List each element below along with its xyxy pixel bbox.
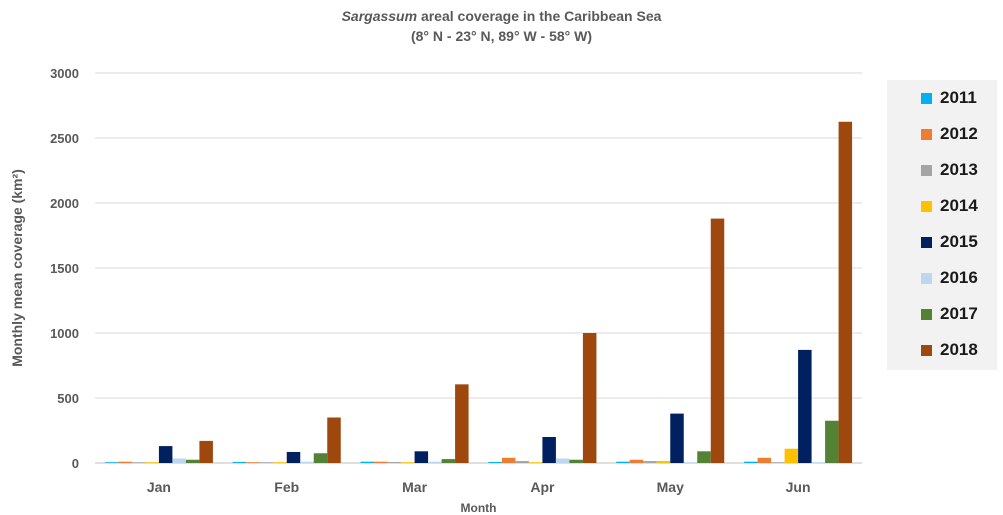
x-axis-title: Month <box>461 501 497 515</box>
y-tick-label: 500 <box>57 391 79 406</box>
bar-2012-may <box>629 459 644 463</box>
legend-item-2012: 2012 <box>887 124 978 144</box>
legend-swatch <box>921 344 932 356</box>
bar-2018-apr <box>582 333 597 463</box>
bar-2018-mar <box>455 384 469 463</box>
y-tick-label: 2500 <box>50 131 79 146</box>
legend-item-2014: 2014 <box>887 196 978 216</box>
bar-2013-jan <box>131 462 146 463</box>
x-tick-label: Jan <box>147 479 171 495</box>
bar-2011-feb <box>232 461 247 463</box>
legend-swatch <box>921 308 932 320</box>
legend: 2011 2012 2013 2014 2015 2016 2017 2018 <box>887 80 997 370</box>
legend-swatch <box>921 128 932 140</box>
bar-2012-mar <box>374 461 388 463</box>
bar-2012-feb <box>246 462 260 463</box>
bar-2011-jun <box>744 461 758 463</box>
bar-2012-jan <box>118 461 132 463</box>
y-tick-label: 1500 <box>50 261 79 276</box>
legend-item-2013: 2013 <box>887 160 978 180</box>
chart-title-rest: areal coverage in the Caribbean Sea <box>417 8 662 24</box>
bar-2011-may <box>616 461 630 463</box>
bar-2015-feb <box>286 451 301 463</box>
y-tick-label: 0 <box>72 456 79 471</box>
x-tick-label: May <box>657 479 684 495</box>
bar-2016-feb <box>300 461 314 463</box>
bar-2017-mar <box>441 459 456 463</box>
legend-swatch <box>921 200 932 212</box>
bar-2013-apr <box>515 461 529 463</box>
bar-2014-jan <box>145 462 159 463</box>
bar-2017-jan <box>185 459 200 463</box>
x-tick-label: Feb <box>274 479 299 495</box>
bar-2015-mar <box>414 451 429 463</box>
bar-2015-may <box>670 413 684 463</box>
bar-2011-apr <box>488 461 502 463</box>
legend-label: 2015 <box>940 232 978 251</box>
bar-2014-jun <box>784 448 799 463</box>
legend-item-2017: 2017 <box>887 304 978 324</box>
bar-2018-jun <box>838 121 853 463</box>
bar-2016-jan <box>172 458 186 463</box>
bar-2018-may <box>710 218 725 463</box>
legend-item-2011: 2011 <box>887 88 977 108</box>
y-tick-label: 3000 <box>50 66 79 81</box>
bar-2016-may <box>683 462 698 463</box>
bar-2014-may <box>656 461 671 463</box>
bar-2017-may <box>697 451 711 463</box>
bar-2011-mar <box>360 461 375 463</box>
bar-2014-mar <box>401 462 415 463</box>
bar-2015-jun <box>798 349 812 463</box>
chart-title: Sargassum areal coverage in the Caribbea… <box>0 8 1003 24</box>
chart-title-italic: Sargassum <box>341 8 418 24</box>
legend-swatch <box>921 272 932 284</box>
x-tick-label: Jun <box>786 479 811 495</box>
bar-2018-feb <box>327 417 341 463</box>
legend-swatch <box>921 236 932 248</box>
y-tick-label: 1000 <box>50 326 79 341</box>
bar-2013-jun <box>771 462 785 463</box>
legend-swatch <box>921 164 932 176</box>
legend-item-2015: 2015 <box>887 232 978 252</box>
bar-2012-apr <box>501 457 516 463</box>
bar-2013-mar <box>387 461 402 463</box>
legend-label: 2013 <box>940 160 978 179</box>
bar-2017-feb <box>313 453 328 463</box>
bar-2015-apr <box>542 437 556 463</box>
legend-item-2018: 2018 <box>887 340 978 360</box>
legend-label: 2018 <box>940 340 978 359</box>
legend-label: 2014 <box>940 196 978 215</box>
bar-2016-jun <box>811 462 826 463</box>
bar-2017-jun <box>825 420 839 463</box>
legend-label: 2016 <box>940 268 978 287</box>
chart-subtitle: (8° N - 23° N, 89° W - 58° W) <box>410 28 593 44</box>
x-tick-label: Mar <box>402 479 427 495</box>
bar-2018-jan <box>199 440 213 463</box>
bar-2016-mar <box>428 461 442 463</box>
legend-label: 2012 <box>940 124 978 143</box>
bar-2011-jan <box>104 462 119 463</box>
legend-label: 2017 <box>940 304 978 323</box>
bar-2017-apr <box>569 459 583 463</box>
bar-2013-may <box>643 461 657 463</box>
legend-swatch <box>921 92 932 104</box>
x-tick-label: Apr <box>530 479 555 495</box>
bar-2015-jan <box>158 446 173 463</box>
bar-2014-feb <box>273 462 287 463</box>
bar-2013-feb <box>259 462 274 463</box>
y-tick-label: 2000 <box>50 196 79 211</box>
legend-label: 2011 <box>940 88 977 107</box>
legend-item-2016: 2016 <box>887 268 978 288</box>
bar-2014-apr <box>528 462 543 463</box>
y-axis-title: Monthly mean coverage (km²) <box>9 169 25 367</box>
bar-2016-apr <box>555 458 570 463</box>
bar-2012-jun <box>757 457 772 463</box>
